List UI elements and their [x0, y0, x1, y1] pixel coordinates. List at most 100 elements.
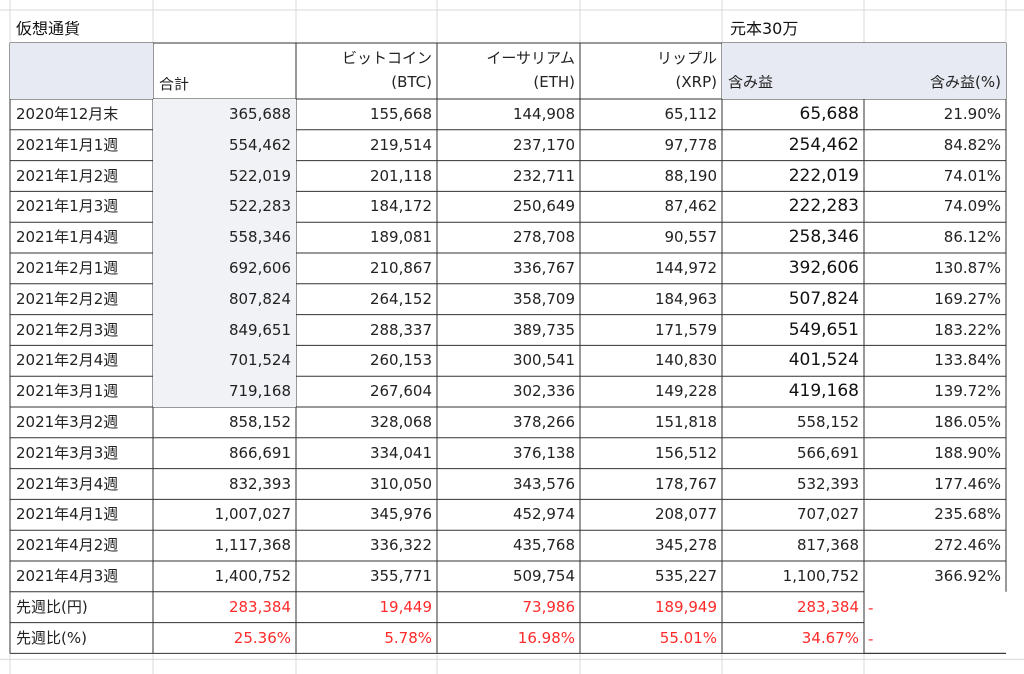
cell-total[interactable]: 807,824	[153, 283, 296, 315]
header-cell-gain[interactable]: 含み益	[722, 43, 864, 99]
cell-xrp[interactable]: 208,077	[654, 505, 717, 524]
cell-xrp[interactable]: 156,512	[654, 443, 717, 462]
cell-eth[interactable]: 389,735	[512, 320, 575, 339]
cell-btc[interactable]: 345,976	[369, 505, 432, 524]
cell-btc[interactable]: 328,068	[369, 413, 432, 431]
cell-gain[interactable]: 254,462	[788, 134, 859, 155]
cell-eth[interactable]: 509,754	[512, 567, 575, 585]
cell-label[interactable]: 2021年1月1週	[16, 135, 119, 154]
cell-total[interactable]: 701,524	[153, 345, 296, 377]
diff-cell-eth[interactable]: 16.98%	[517, 628, 575, 647]
cell-gain-pct[interactable]: 139.72%	[934, 382, 1001, 401]
sheet-title[interactable]: 仮想通貨	[16, 21, 81, 38]
diff-cell-total[interactable]: 283,384	[228, 597, 291, 616]
cell-total[interactable]: 1,007,027	[214, 505, 291, 524]
cell-total[interactable]: 832,393	[228, 474, 291, 493]
cell-gain-pct[interactable]: 235.68%	[934, 505, 1001, 524]
cell-total[interactable]: 554,462	[153, 129, 296, 161]
cell-label[interactable]: 2021年1月3週	[16, 197, 119, 216]
cell-eth[interactable]: 250,649	[512, 197, 575, 216]
cell-gain-pct[interactable]: 130.87%	[934, 259, 1001, 277]
cell-total[interactable]: 522,019	[153, 160, 296, 192]
cell-eth[interactable]: 376,138	[512, 443, 575, 462]
cell-label[interactable]: 2021年1月4週	[16, 228, 119, 247]
cell-label[interactable]: 2021年2月2週	[16, 289, 119, 308]
cell-gain[interactable]: 419,168	[788, 381, 859, 402]
cell-btc[interactable]: 267,604	[369, 382, 432, 401]
cell-gain[interactable]: 1,100,752	[782, 567, 859, 585]
cell-total[interactable]: 858,152	[228, 413, 291, 431]
cell-gain[interactable]: 817,368	[796, 536, 859, 555]
cell-xrp[interactable]: 97,778	[664, 135, 718, 154]
cell-total[interactable]: 849,651	[153, 314, 296, 346]
cell-label[interactable]: 2021年3月2週	[16, 413, 119, 431]
cell-xrp[interactable]: 144,972	[654, 259, 717, 277]
cell-btc[interactable]: 355,771	[369, 567, 432, 585]
diff-cell-gain[interactable]: 283,384	[796, 597, 859, 616]
cell-xrp[interactable]: 87,462	[664, 197, 718, 216]
cell-label[interactable]: 2021年3月1週	[16, 382, 119, 401]
cell-gain[interactable]: 222,283	[788, 196, 859, 217]
cell-label[interactable]: 2021年2月4週	[16, 351, 119, 370]
cell-total[interactable]: 1,117,368	[214, 536, 291, 555]
cell-eth[interactable]: 278,708	[512, 228, 575, 247]
cell-gain-pct[interactable]: 272.46%	[934, 536, 1001, 555]
cell-xrp[interactable]: 178,767	[654, 474, 717, 493]
cell-label[interactable]: 2021年3月3週	[16, 443, 119, 462]
cell-eth[interactable]: 452,974	[512, 505, 575, 524]
cell-btc[interactable]: 184,172	[369, 197, 432, 216]
cell-xrp[interactable]: 90,557	[664, 228, 718, 247]
cell-label[interactable]: 2021年1月2週	[16, 166, 119, 185]
cell-total[interactable]: 866,691	[228, 443, 291, 462]
cell-btc[interactable]: 219,514	[369, 135, 432, 154]
diff-cell-total[interactable]: 25.36%	[233, 628, 291, 647]
cell-xrp[interactable]: 345,278	[654, 536, 717, 555]
cell-gain[interactable]: 507,824	[788, 288, 859, 309]
diff-cell-gain[interactable]: 34.67%	[801, 628, 859, 647]
cell-btc[interactable]: 260,153	[369, 351, 432, 370]
cell-btc[interactable]: 155,668	[369, 105, 432, 123]
cell-gain-pct[interactable]: 366.92%	[934, 567, 1001, 585]
cell-gain-pct[interactable]: 74.01%	[943, 166, 1001, 185]
cell-gain[interactable]: 549,651	[788, 319, 859, 340]
cell-label[interactable]: 2021年4月2週	[16, 536, 119, 555]
cell-gain-pct[interactable]: 188.90%	[934, 443, 1001, 462]
cell-btc[interactable]: 201,118	[369, 166, 432, 185]
cell-btc[interactable]: 189,081	[369, 228, 432, 247]
diff-cell-label[interactable]: 先週比(%)	[16, 628, 87, 647]
header-cell-label[interactable]	[10, 43, 153, 99]
cell-gain-pct[interactable]: 86.12%	[943, 228, 1001, 247]
cell-xrp[interactable]: 65,112	[664, 105, 718, 123]
cell-gain[interactable]: 558,152	[796, 413, 859, 431]
diff-cell-btc[interactable]: 5.78%	[384, 628, 432, 647]
cell-gain-pct[interactable]: 186.05%	[934, 413, 1001, 431]
cell-total[interactable]: 719,168	[153, 376, 296, 407]
cell-label[interactable]: 2020年12月末	[16, 105, 119, 123]
header-cell-xrp[interactable]: リップル (XRP)	[580, 43, 722, 99]
diff-cell-xrp[interactable]: 55.01%	[659, 628, 717, 647]
cell-total[interactable]: 1,400,752	[214, 567, 291, 585]
cell-eth[interactable]: 302,336	[512, 382, 575, 401]
cell-xrp[interactable]: 151,818	[654, 413, 717, 431]
cell-gain[interactable]: 258,346	[788, 227, 859, 248]
cell-label[interactable]: 2021年3月4週	[16, 474, 119, 493]
cell-xrp[interactable]: 88,190	[664, 166, 718, 185]
cell-gain-pct[interactable]: 133.84%	[934, 351, 1001, 370]
cell-gain[interactable]: 392,606	[788, 258, 859, 278]
cell-eth[interactable]: 144,908	[512, 105, 575, 123]
cell-btc[interactable]: 288,337	[369, 320, 432, 339]
cell-total[interactable]: 558,346	[153, 222, 296, 253]
cell-label[interactable]: 2021年2月3週	[16, 320, 119, 339]
cell-gain[interactable]: 401,524	[788, 350, 859, 371]
header-cell-gain-pct[interactable]: 含み益(%)	[864, 43, 1006, 99]
diff-cell-label[interactable]: 先週比(円)	[16, 597, 88, 616]
cell-eth[interactable]: 232,711	[512, 166, 575, 185]
cell-eth[interactable]: 237,170	[512, 135, 575, 154]
diff-cell-eth[interactable]: 73,986	[522, 597, 576, 616]
cell-btc[interactable]: 264,152	[369, 289, 432, 308]
cell-btc[interactable]: 336,322	[369, 536, 432, 555]
cell-xrp[interactable]: 184,963	[654, 289, 717, 308]
cell-eth[interactable]: 336,767	[512, 259, 575, 277]
header-cell-total[interactable]: 合計	[153, 43, 296, 99]
cell-eth[interactable]: 343,576	[512, 474, 575, 493]
